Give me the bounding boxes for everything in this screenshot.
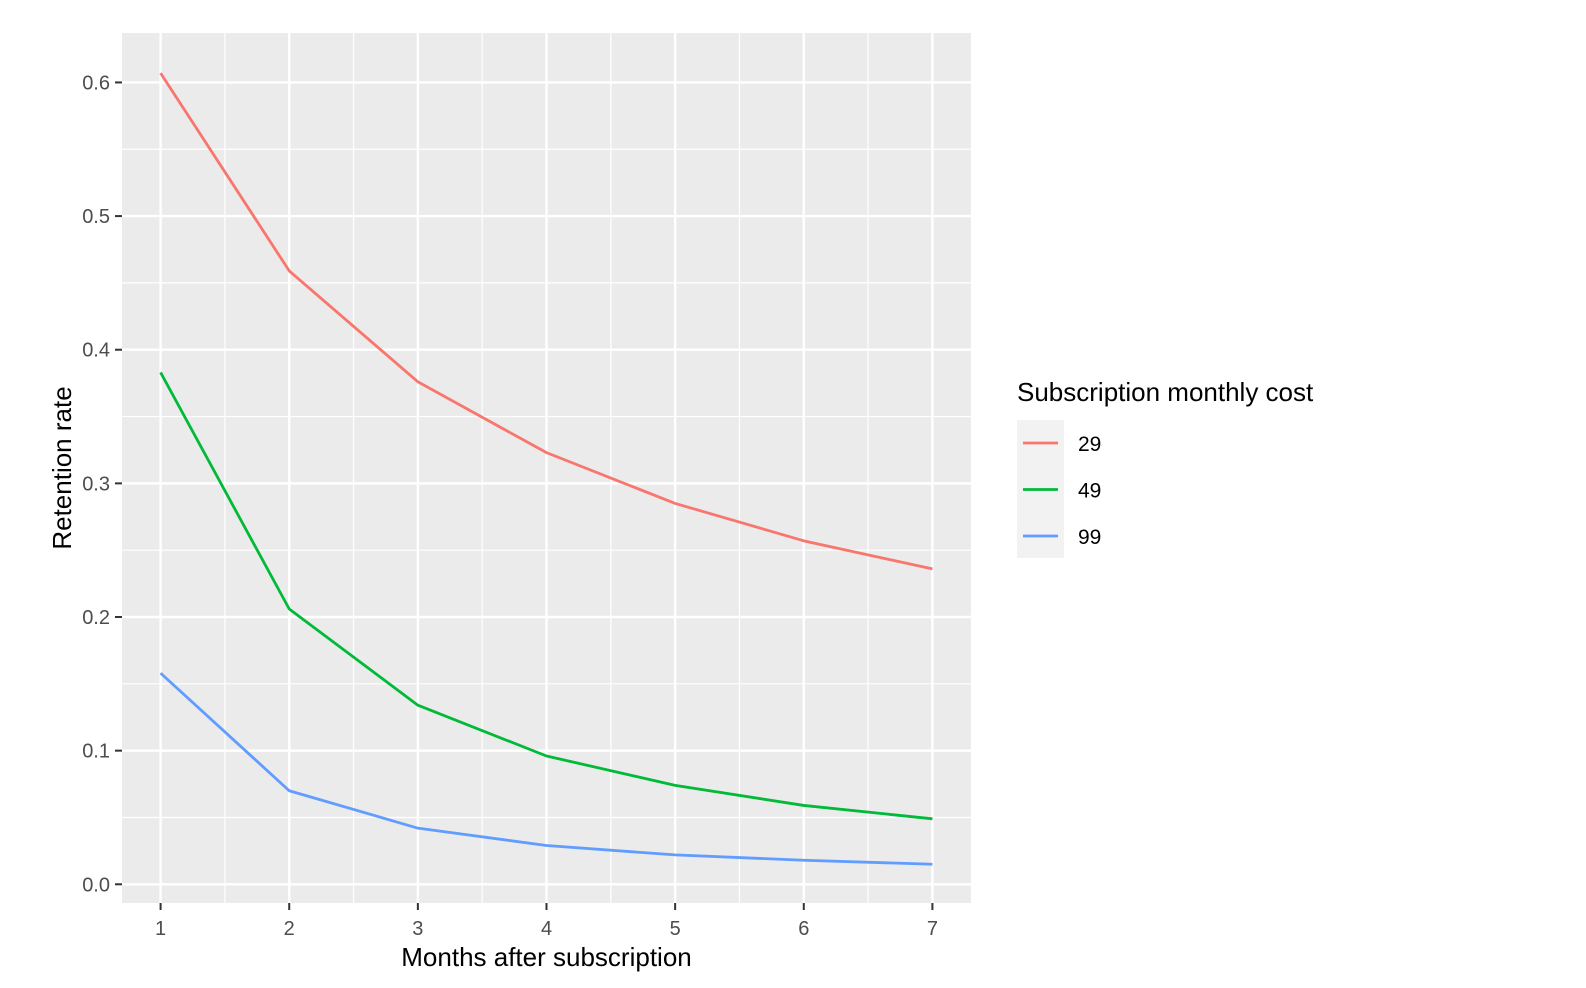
y-tick-label: 0.5: [82, 206, 110, 228]
legend-items: 29 49 99: [1023, 433, 1101, 549]
x-tick-label: 7: [927, 918, 938, 940]
legend-title: Subscription monthly cost: [1017, 377, 1314, 407]
series-lines: [159, 72, 933, 866]
y-tick-label: 0.1: [82, 741, 110, 763]
x-tick-label: 4: [541, 918, 552, 940]
x-axis: 1 2 3 4 5 6 7: [155, 903, 938, 940]
x-tick-label: 2: [284, 918, 295, 940]
series-line-49: [159, 371, 933, 821]
x-tick-label: 6: [798, 918, 809, 940]
y-tick-label: 0.2: [82, 607, 110, 629]
y-axis: 0.0 0.1 0.2 0.3 0.4 0.5 0.6: [82, 72, 122, 896]
x-axis-title: Months after subscription: [401, 942, 691, 972]
legend-label-99: 99: [1078, 526, 1101, 549]
y-tick-label: 0.3: [82, 473, 110, 495]
x-tick-label: 1: [155, 918, 166, 940]
x-tick-label: 5: [670, 918, 681, 940]
y-axis-title: Retention rate: [47, 386, 77, 549]
legend-label-49: 49: [1078, 480, 1101, 503]
series-line-29: [159, 72, 933, 571]
legend-label-29: 29: [1078, 433, 1101, 456]
x-tick-label: 3: [412, 918, 423, 940]
y-tick-label: 0.0: [82, 874, 110, 896]
series-line-99: [159, 672, 933, 866]
major-gridlines: [122, 33, 971, 903]
legend: Subscription monthly cost 29 49 99: [1017, 377, 1314, 558]
y-tick-label: 0.6: [82, 72, 110, 94]
y-tick-label: 0.4: [82, 340, 110, 362]
